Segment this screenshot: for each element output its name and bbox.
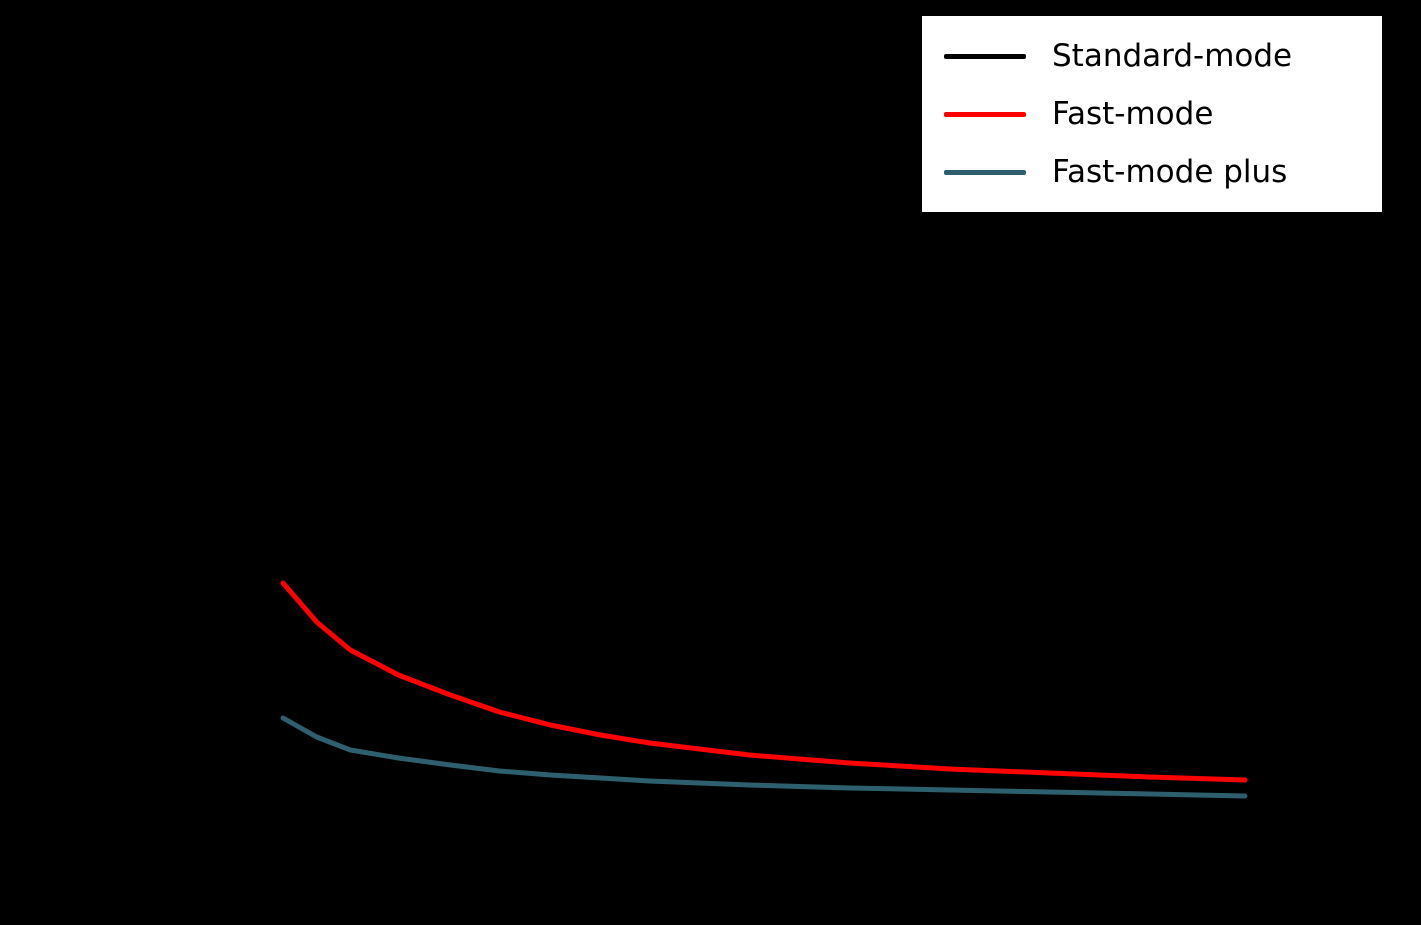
legend-row: Fast-mode plus	[944, 148, 1360, 196]
legend-row: Fast-mode	[944, 90, 1360, 138]
legend-line-sample-fast-mode-plus	[944, 169, 1026, 175]
legend-line-sample-fast-mode	[944, 111, 1026, 117]
legend-label: Fast-mode plus	[1052, 154, 1288, 190]
series-line-fast-mode-plus	[280, 715, 1248, 799]
legend-label: Standard-mode	[1052, 38, 1293, 74]
series-lines	[280, 580, 1248, 799]
legend: Standard-mode Fast-mode Fast-mode plus	[920, 14, 1384, 214]
series-line-fast-mode	[280, 580, 1248, 783]
legend-label: Fast-mode	[1052, 96, 1214, 132]
legend-row: Standard-mode	[944, 32, 1360, 80]
legend-line-sample-standard-mode	[944, 53, 1026, 59]
